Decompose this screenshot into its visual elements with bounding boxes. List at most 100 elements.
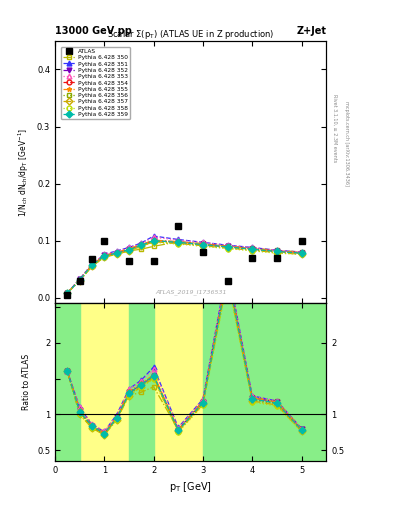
- Pythia 6.428 351: [200, 239, 205, 245]
- Pythia 6.428 356: [139, 243, 144, 249]
- Pythia 6.428 354: [90, 263, 94, 269]
- Pythia 6.428 356: [200, 242, 205, 248]
- Pythia 6.428 359: [151, 238, 156, 244]
- ATLAS: [65, 292, 70, 298]
- Pythia 6.428 358: [77, 278, 82, 284]
- Pythia 6.428 359: [139, 242, 144, 248]
- Pythia 6.428 358: [250, 248, 255, 254]
- Pythia 6.428 354: [102, 253, 107, 259]
- Pythia 6.428 359: [250, 246, 255, 252]
- Line: ATLAS: ATLAS: [64, 224, 304, 297]
- Pythia 6.428 353: [114, 248, 119, 254]
- Pythia 6.428 351: [65, 290, 70, 296]
- Pythia 6.428 354: [250, 246, 255, 252]
- Pythia 6.428 355: [127, 246, 131, 252]
- Pythia 6.428 353: [65, 290, 70, 296]
- ATLAS: [275, 254, 279, 261]
- Pythia 6.428 359: [225, 244, 230, 250]
- Pythia 6.428 350: [102, 253, 107, 260]
- Line: Pythia 6.428 356: Pythia 6.428 356: [65, 239, 304, 295]
- Text: mcplots.cern.ch [arXiv:1306.3436]: mcplots.cern.ch [arXiv:1306.3436]: [344, 101, 349, 186]
- Pythia 6.428 351: [90, 262, 94, 268]
- Pythia 6.428 352: [200, 241, 205, 247]
- Y-axis label: 1/N$_\mathregular{ch}$ dN$_\mathregular{ch}$/dp$_\mathregular{T}$ [GeV$^{-1}$]: 1/N$_\mathregular{ch}$ dN$_\mathregular{…: [17, 127, 31, 217]
- Pythia 6.428 350: [139, 246, 144, 252]
- Pythia 6.428 350: [65, 290, 70, 296]
- ATLAS: [200, 249, 205, 255]
- Pythia 6.428 352: [139, 242, 144, 248]
- ATLAS: [299, 238, 304, 244]
- Text: Z+Jet: Z+Jet: [296, 26, 326, 36]
- Pythia 6.428 354: [127, 247, 131, 253]
- Pythia 6.428 354: [299, 250, 304, 256]
- ATLAS: [250, 254, 255, 261]
- Pythia 6.428 355: [275, 248, 279, 254]
- Pythia 6.428 351: [127, 244, 131, 250]
- Pythia 6.428 353: [102, 251, 107, 258]
- Pythia 6.428 359: [200, 242, 205, 248]
- Pythia 6.428 353: [90, 261, 94, 267]
- Pythia 6.428 353: [225, 242, 230, 248]
- Pythia 6.428 357: [151, 239, 156, 245]
- Pythia 6.428 358: [275, 250, 279, 256]
- Pythia 6.428 359: [299, 250, 304, 256]
- Pythia 6.428 350: [299, 249, 304, 255]
- ATLAS: [176, 223, 181, 229]
- Pythia 6.428 353: [151, 234, 156, 240]
- Pythia 6.428 358: [299, 251, 304, 258]
- Pythia 6.428 357: [176, 241, 181, 247]
- Pythia 6.428 355: [65, 290, 70, 296]
- Pythia 6.428 358: [65, 290, 70, 296]
- Pythia 6.428 351: [114, 248, 119, 254]
- Pythia 6.428 350: [200, 241, 205, 247]
- Pythia 6.428 355: [225, 243, 230, 249]
- Pythia 6.428 356: [65, 290, 70, 296]
- Text: Rivet 3.1.10, ≥ 2.3M events: Rivet 3.1.10, ≥ 2.3M events: [332, 94, 337, 162]
- Pythia 6.428 353: [299, 249, 304, 255]
- Pythia 6.428 351: [77, 276, 82, 282]
- Pythia 6.428 355: [139, 242, 144, 248]
- Pythia 6.428 352: [151, 238, 156, 244]
- X-axis label: p$_\mathregular{T}$ [GeV]: p$_\mathregular{T}$ [GeV]: [169, 480, 212, 494]
- Pythia 6.428 357: [225, 245, 230, 251]
- Pythia 6.428 350: [77, 278, 82, 284]
- Pythia 6.428 359: [65, 290, 70, 296]
- Pythia 6.428 357: [65, 290, 70, 296]
- ATLAS: [151, 258, 156, 264]
- ATLAS: [90, 256, 94, 262]
- Pythia 6.428 353: [200, 239, 205, 245]
- Line: Pythia 6.428 354: Pythia 6.428 354: [65, 238, 304, 295]
- Pythia 6.428 356: [151, 238, 156, 244]
- Line: Pythia 6.428 358: Pythia 6.428 358: [65, 240, 304, 295]
- Pythia 6.428 359: [114, 250, 119, 256]
- Pythia 6.428 356: [176, 240, 181, 246]
- ATLAS: [225, 278, 230, 284]
- Pythia 6.428 359: [127, 247, 131, 253]
- Pythia 6.428 352: [176, 239, 181, 245]
- Pythia 6.428 354: [225, 244, 230, 250]
- Line: Pythia 6.428 352: Pythia 6.428 352: [65, 238, 304, 295]
- Pythia 6.428 357: [200, 243, 205, 249]
- Pythia 6.428 359: [176, 239, 181, 245]
- Pythia 6.428 354: [151, 238, 156, 244]
- Text: 13000 GeV pp: 13000 GeV pp: [55, 26, 132, 36]
- Line: Pythia 6.428 351: Pythia 6.428 351: [65, 233, 304, 295]
- Pythia 6.428 359: [90, 262, 94, 268]
- Pythia 6.428 350: [225, 243, 230, 249]
- Pythia 6.428 356: [250, 247, 255, 253]
- Pythia 6.428 352: [299, 249, 304, 255]
- Pythia 6.428 358: [151, 239, 156, 245]
- Pythia 6.428 358: [200, 243, 205, 249]
- Pythia 6.428 355: [114, 249, 119, 255]
- Pythia 6.428 353: [275, 247, 279, 253]
- Pythia 6.428 353: [139, 241, 144, 247]
- Pythia 6.428 356: [102, 253, 107, 260]
- Pythia 6.428 351: [139, 240, 144, 246]
- Pythia 6.428 356: [299, 251, 304, 257]
- Pythia 6.428 352: [250, 246, 255, 252]
- Pythia 6.428 352: [114, 249, 119, 255]
- Pythia 6.428 358: [127, 248, 131, 254]
- Pythia 6.428 355: [102, 252, 107, 259]
- Pythia 6.428 356: [275, 249, 279, 255]
- Pythia 6.428 353: [127, 244, 131, 250]
